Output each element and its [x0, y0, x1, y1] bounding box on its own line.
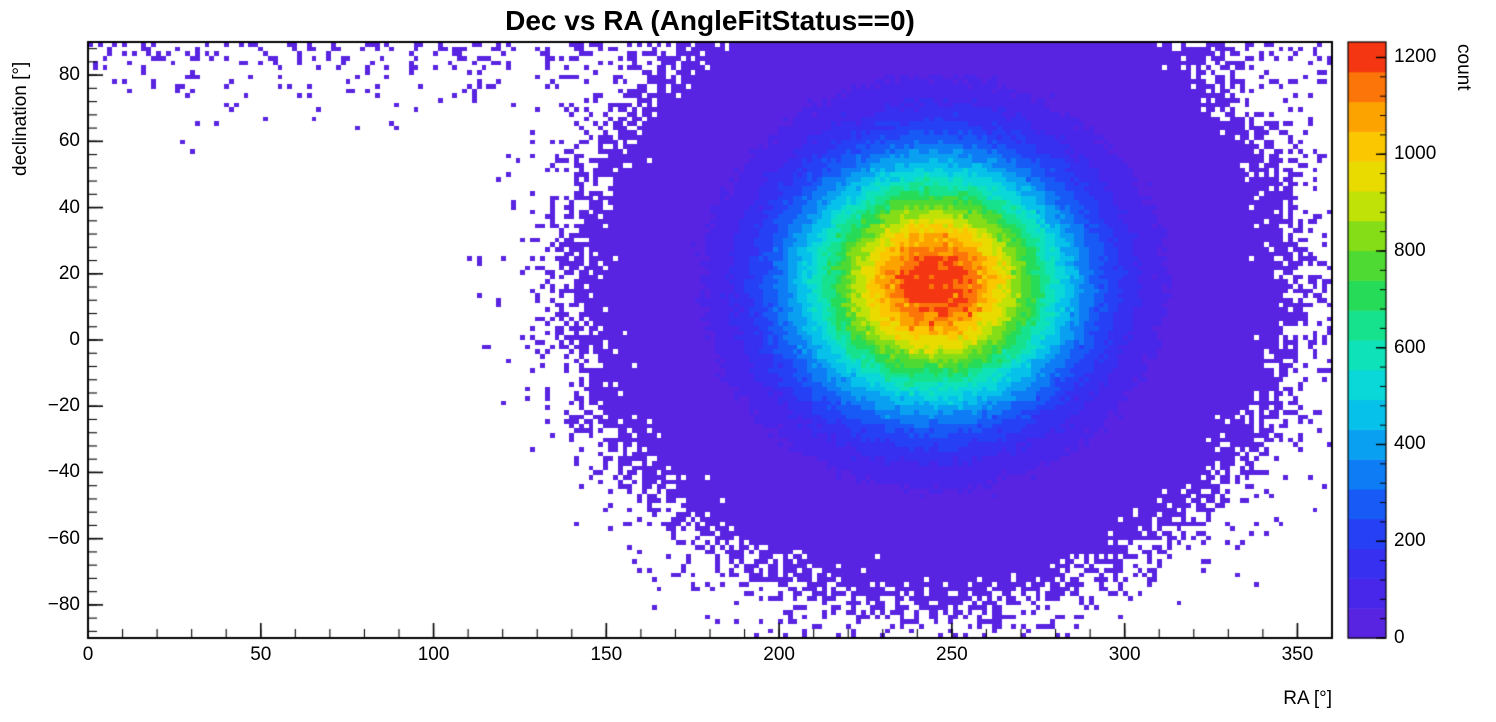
y-tick-label: −20 — [47, 395, 80, 417]
y-tick-label: 40 — [58, 196, 80, 218]
x-tick-label: 100 — [417, 644, 450, 665]
y-tick-label: −80 — [47, 593, 80, 615]
x-tick-label: 200 — [763, 644, 795, 665]
x-tick-label: 350 — [1281, 644, 1314, 665]
colorbar-tick-label: 1000 — [1394, 143, 1437, 165]
y-axis-title: declination [°] — [10, 61, 31, 176]
x-tick-label: 50 — [250, 644, 272, 665]
colorbar-tick-label: 200 — [1394, 530, 1426, 552]
x-axis-title: RA [°] — [1283, 688, 1332, 709]
chart-title: Dec vs RA (AngleFitStatus==0) — [505, 5, 915, 36]
y-tick-label: 80 — [58, 64, 80, 86]
y-tick-label: 20 — [58, 262, 80, 284]
x-tick-label: 250 — [936, 644, 968, 665]
x-tick-label: 300 — [1108, 644, 1141, 665]
y-tick-label: 60 — [58, 130, 80, 152]
colorbar-tick-label: 1200 — [1394, 46, 1437, 68]
colorbar-tick-label: 400 — [1394, 433, 1426, 455]
colorbar-tick-label: 800 — [1394, 239, 1426, 261]
y-tick-label: −40 — [47, 461, 80, 483]
x-tick-label: 150 — [590, 644, 623, 665]
y-tick-label: −60 — [47, 527, 80, 549]
colorbar-title: count — [1453, 44, 1474, 91]
x-tick-label: 0 — [82, 644, 94, 665]
y-tick-label: 0 — [69, 329, 80, 350]
colorbar-tick-label: 0 — [1394, 627, 1405, 648]
colorbar-tick-label: 600 — [1394, 336, 1426, 358]
